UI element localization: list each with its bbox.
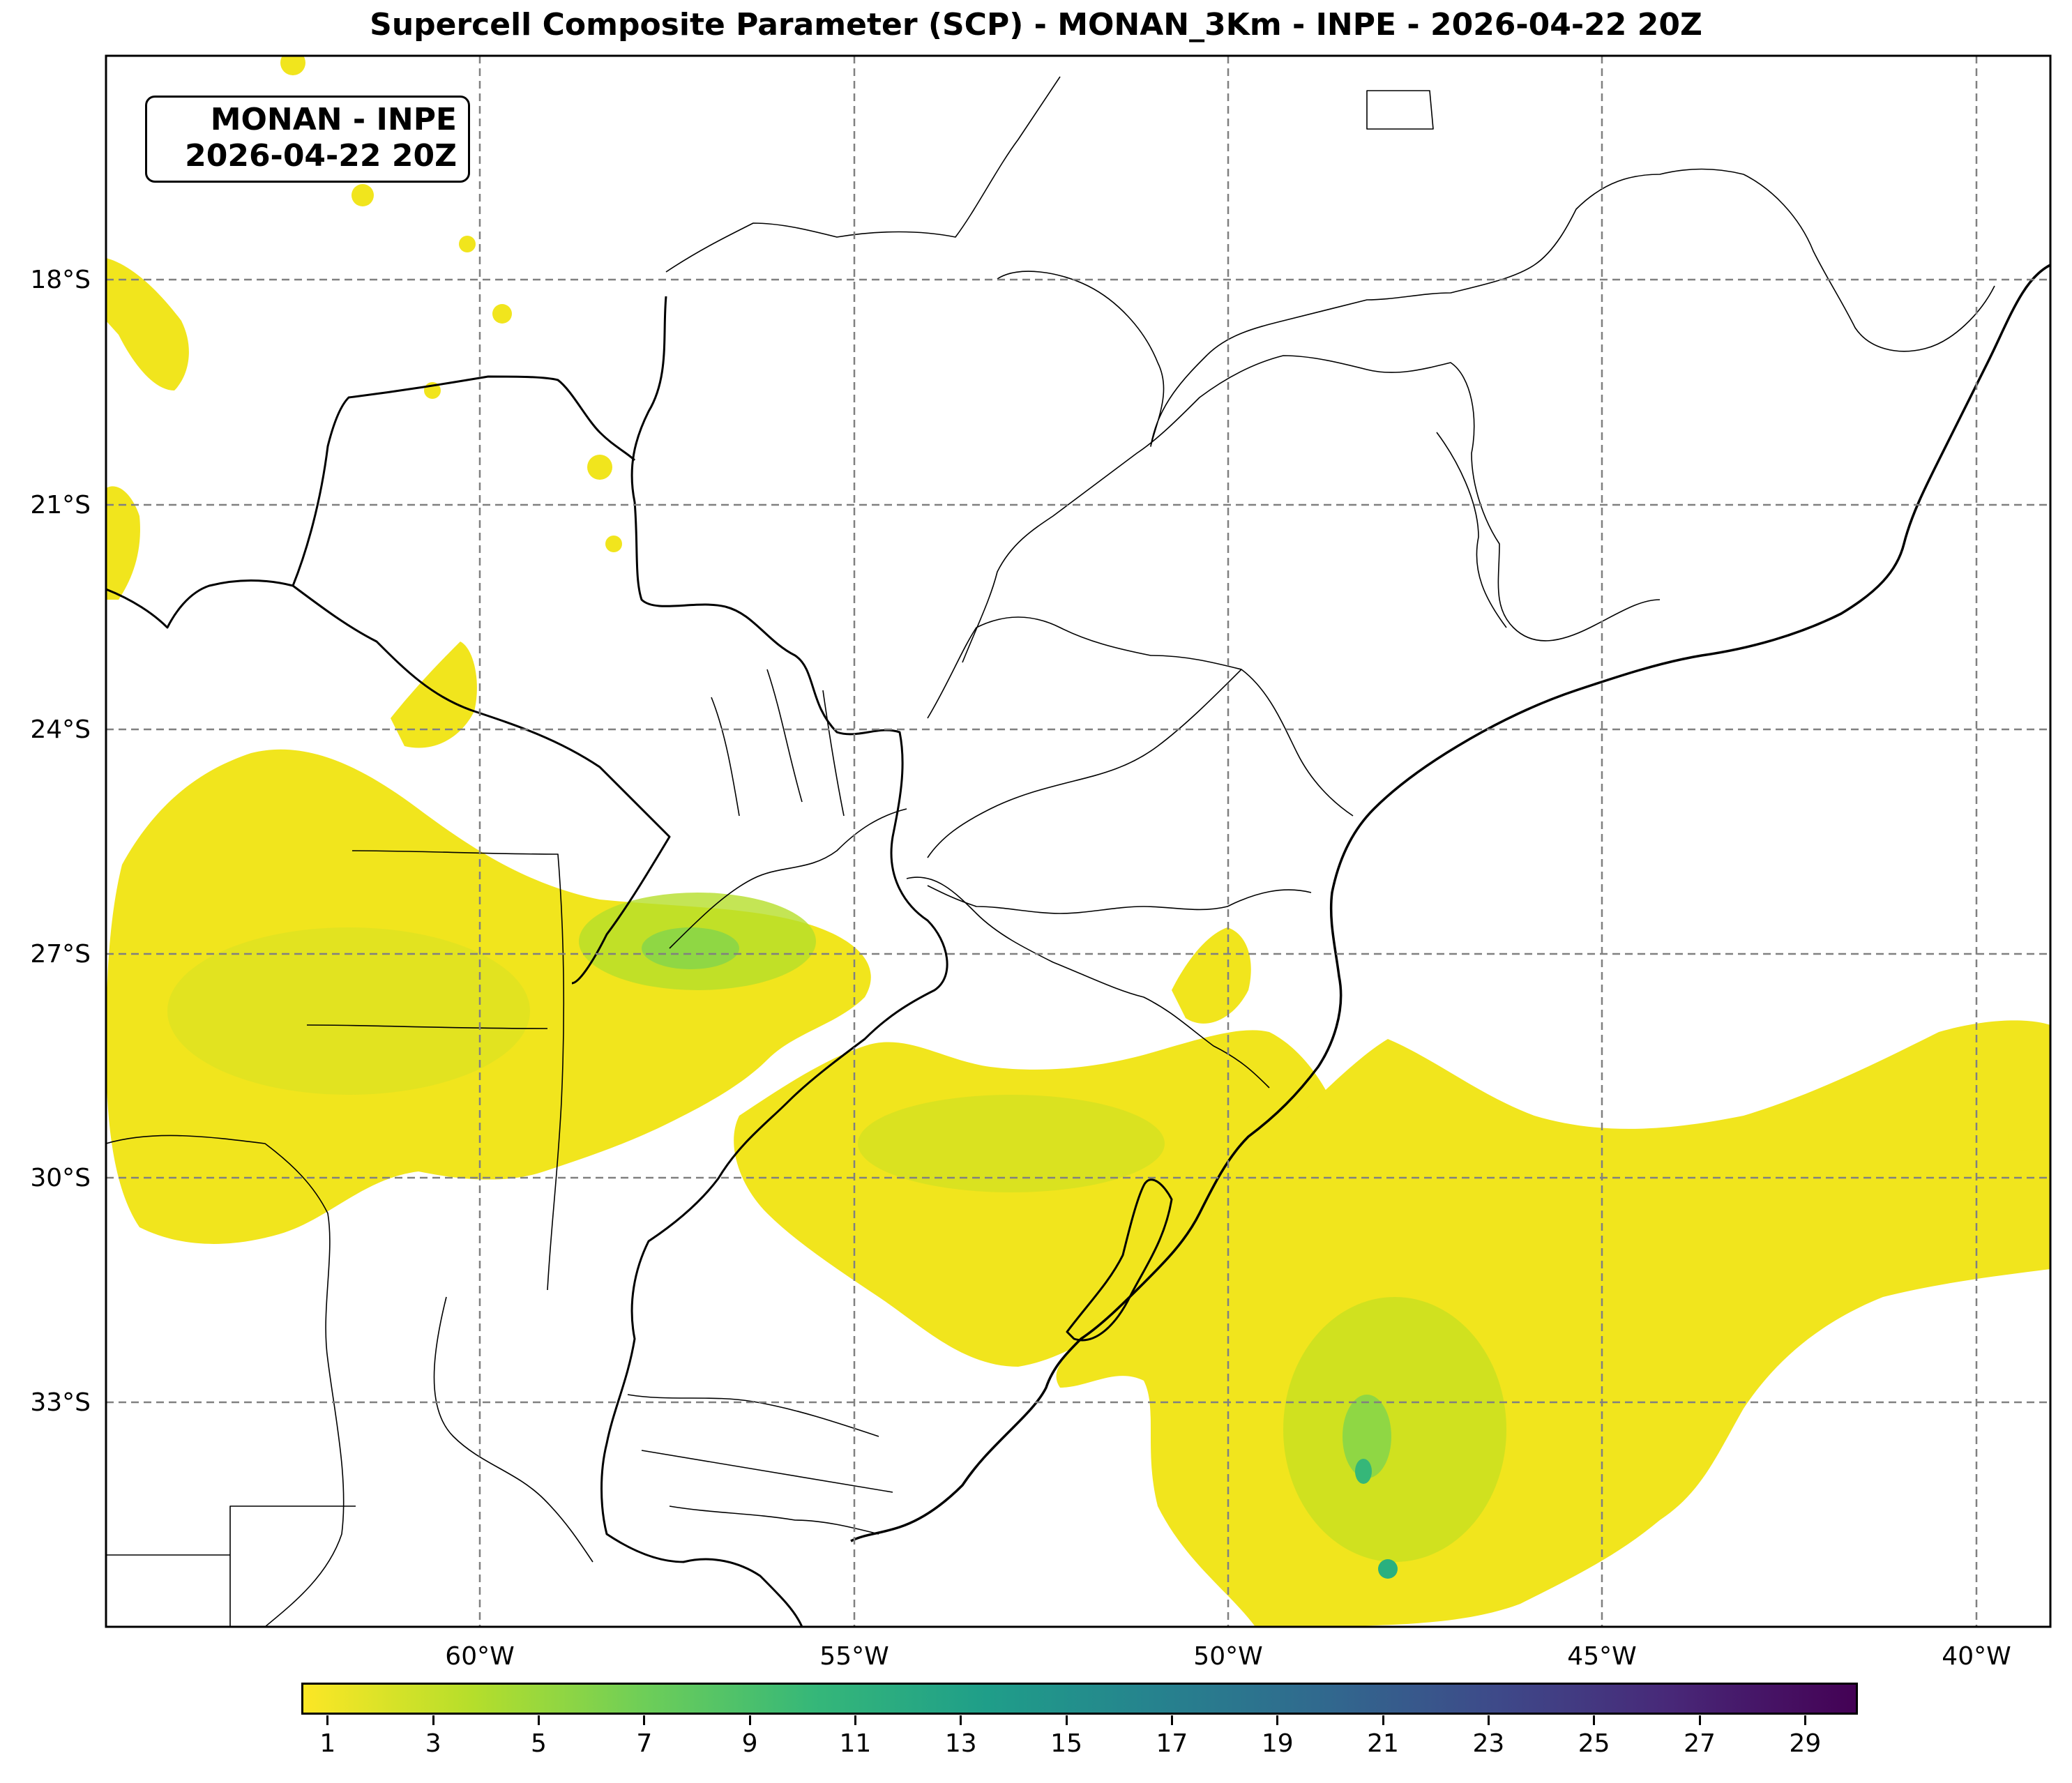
colorbar-tick (326, 1715, 329, 1725)
internal-border-q (669, 808, 907, 949)
scp-east-coast-patch (1172, 927, 1251, 1024)
colorbar-ticks: 1 3 5 7 9 11 13 15 17 19 21 23 25 27 29 (0, 1715, 2072, 1771)
colorbar-tick (1487, 1715, 1490, 1725)
internal-border-m (433, 1296, 593, 1563)
scp-northwest-patch (106, 258, 189, 390)
boundaries (106, 76, 2050, 1627)
scp-cell (605, 536, 622, 552)
colorbar-tick-label: 9 (741, 1729, 758, 1758)
colorbar-tick (643, 1715, 646, 1725)
scp-peak-2 (1355, 1459, 1372, 1484)
info-box-line2: 2026-04-22 20Z (185, 138, 457, 174)
lat-tick-label: 18°S (30, 266, 91, 294)
lon-tick-label: 50°W (1193, 1642, 1262, 1671)
colorbar-tick (960, 1715, 962, 1725)
scp-cell (351, 184, 374, 206)
scp-cell (280, 56, 305, 75)
scp-peak-1 (1378, 1559, 1398, 1579)
colorbar-tick (1170, 1715, 1173, 1725)
colorbar-tick-label: 27 (1684, 1729, 1716, 1758)
info-box: MONAN - INPE 2026-04-22 20Z (145, 96, 470, 183)
map-frame (105, 54, 2052, 1628)
colorbar-tick-label: 13 (944, 1729, 977, 1758)
colorbar (301, 1683, 1858, 1715)
colorbar-tick (854, 1715, 856, 1725)
colorbar-tick-label: 15 (1050, 1729, 1082, 1758)
colorbar-tick-label: 7 (636, 1729, 653, 1758)
colorbar-tick (1065, 1715, 1068, 1725)
colorbar-tick (1593, 1715, 1596, 1725)
scp-north-patch (391, 642, 477, 748)
internal-border-r (711, 669, 845, 817)
colorbar-tick-label: 11 (839, 1729, 872, 1758)
colorbar-tick-label: 29 (1789, 1729, 1822, 1758)
colorbar-tick-label: 21 (1367, 1729, 1399, 1758)
lat-tick-label: 21°S (30, 491, 91, 519)
internal-border-a (906, 877, 1270, 1088)
lon-tick-label: 40°W (1942, 1642, 2011, 1671)
lat-tick-label: 30°S (30, 1164, 91, 1192)
colorbar-tick (432, 1715, 434, 1725)
internal-border-k (306, 1024, 548, 1029)
country-border-4 (292, 375, 636, 586)
internal-border-h (927, 669, 1242, 858)
lat-tick-label: 33°S (30, 1388, 91, 1417)
colorbar-tick-label: 5 (531, 1729, 547, 1758)
colorbar-tick-label: 1 (319, 1729, 336, 1758)
scp-cell (1803, 1092, 1823, 1111)
scp-mid-west (167, 927, 530, 1095)
scp-left-edge-patch (106, 486, 140, 600)
internal-border-b (927, 616, 1354, 817)
lat-tick-labels: 18°S 21°S 24°S 27°S 30°S 33°S (30, 266, 91, 1417)
lon-tick-labels: 60°W 55°W 50°W 45°W 40°W (445, 1642, 2011, 1671)
info-box-line1: MONAN - INPE (210, 102, 457, 137)
lon-tick-label: 45°W (1567, 1642, 1636, 1671)
scp-high-2 (1343, 1395, 1391, 1478)
internal-border-p (627, 1394, 893, 1535)
colorbar-tick-label: 17 (1156, 1729, 1188, 1758)
lat-tick-label: 27°S (30, 940, 91, 969)
scp-mid-se (1283, 1297, 1506, 1562)
colorbar-gradient (301, 1683, 1858, 1715)
internal-border-e (665, 76, 1061, 273)
scp-cell (459, 236, 476, 252)
colorbar-tick (537, 1715, 540, 1725)
lon-tick-label: 55°W (819, 1642, 888, 1671)
gridlines (106, 56, 2050, 1627)
colorbar-tick (1276, 1715, 1279, 1725)
internal-border-c (962, 355, 1661, 663)
country-border-3 (106, 579, 671, 985)
map-title: Supercell Composite Parameter (SCP) - MO… (370, 7, 1702, 43)
colorbar-tick-label: 23 (1472, 1729, 1505, 1758)
lat-tick-label: 24°S (30, 715, 91, 744)
scp-field (106, 56, 2050, 1627)
lon-tick-label: 60°W (445, 1642, 514, 1671)
internal-border-g (1436, 432, 1507, 628)
colorbar-tick (1698, 1715, 1701, 1725)
lagoon-outline (1066, 1178, 1173, 1342)
scp-cell (2009, 1123, 2036, 1151)
coastline (850, 264, 2050, 1542)
scp-cell (492, 304, 512, 324)
internal-border-j (351, 850, 565, 1291)
colorbar-tick-label: 19 (1261, 1729, 1294, 1758)
colorbar-tick (1803, 1715, 1806, 1725)
scp-high-1 (642, 927, 739, 969)
internal-border-i (927, 885, 1312, 914)
internal-border-l (106, 1135, 345, 1627)
internal-border-f (1743, 174, 1995, 352)
map-content (106, 56, 2050, 1627)
colorbar-tick (748, 1715, 751, 1725)
colorbar-tick (1382, 1715, 1384, 1725)
internal-border-d (997, 168, 1744, 447)
colorbar-tick-label: 3 (425, 1729, 441, 1758)
scp-cell (587, 455, 612, 480)
lake-outline (1366, 90, 1434, 130)
scp-mid-central (858, 1095, 1165, 1192)
colorbar-tick-label: 25 (1578, 1729, 1610, 1758)
country-border-1 (630, 296, 726, 608)
internal-border-n (229, 1505, 356, 1627)
